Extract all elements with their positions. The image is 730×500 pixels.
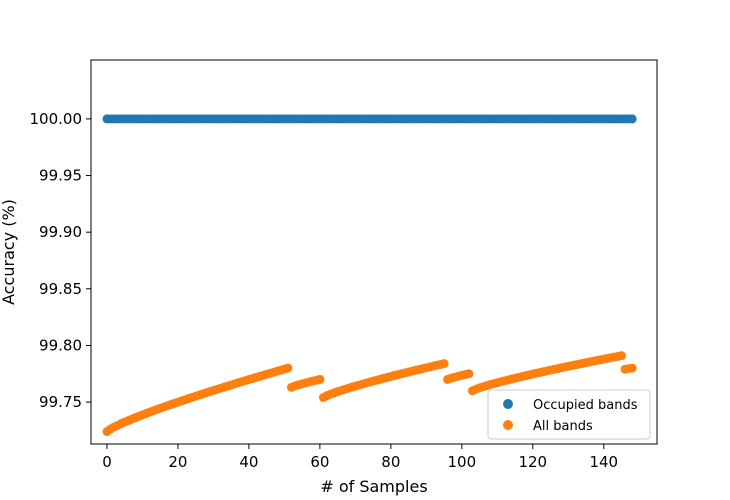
x-tick-label: 20 <box>168 453 187 471</box>
data-point-all-bands <box>439 359 449 369</box>
x-tick-label: 140 <box>589 453 618 471</box>
points-layer <box>102 114 637 437</box>
y-tick-label: 100.00 <box>30 110 83 128</box>
data-point-occupied-bands <box>627 114 637 124</box>
legend-marker-all-bands <box>503 420 513 430</box>
y-tick-label: 99.85 <box>39 280 82 298</box>
legend-box <box>487 389 651 440</box>
data-point-all-bands <box>627 363 637 373</box>
y-axis-label: Accuracy (%) <box>0 199 18 305</box>
legend-label-all-bands: All bands <box>533 419 593 434</box>
legend-label-occupied-bands: Occupied bands <box>533 398 638 413</box>
x-tick-label: 40 <box>239 453 258 471</box>
data-point-all-bands <box>283 363 293 373</box>
x-tick-label: 60 <box>310 453 329 471</box>
x-tick-label: 120 <box>518 453 547 471</box>
legend: Occupied bands All bands <box>487 389 651 440</box>
legend-marker-occupied-bands <box>503 399 513 409</box>
x-axis: 0 20 40 60 80 100 120 140 <box>102 444 618 471</box>
x-tick-label: 80 <box>381 453 400 471</box>
data-point-all-bands <box>617 351 627 361</box>
y-tick-label: 99.80 <box>39 336 82 354</box>
data-point-all-bands <box>315 374 325 384</box>
data-point-all-bands <box>464 369 474 379</box>
x-tick-label: 0 <box>102 453 112 471</box>
x-tick-label: 100 <box>448 453 477 471</box>
y-tick-label: 99.75 <box>39 393 82 411</box>
x-axis-label: # of Samples <box>320 477 427 496</box>
y-tick-label: 99.90 <box>39 223 82 241</box>
y-tick-label: 99.95 <box>39 167 82 185</box>
plot-frame <box>90 59 658 445</box>
y-axis: 99.75 99.80 99.85 99.90 99.95 100.00 <box>30 110 91 411</box>
